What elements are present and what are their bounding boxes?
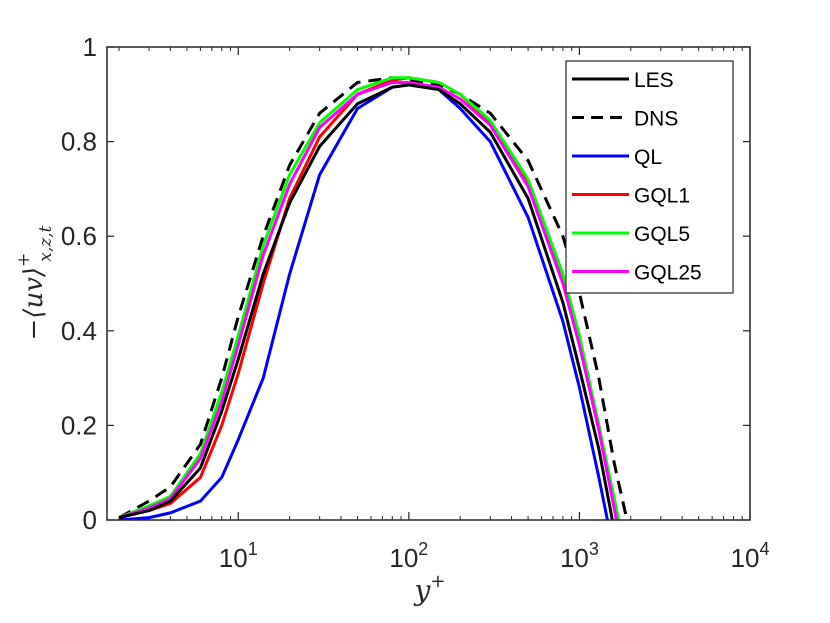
legend-label-les: LES [634, 69, 674, 92]
x-tick-label: 101 [219, 539, 258, 573]
x-tick-label: 104 [731, 539, 770, 573]
legend-label-gql1: GQL1 [634, 185, 690, 208]
series-line-ql [118, 83, 609, 520]
legend-label-ql: QL [634, 146, 662, 169]
series-group [118, 76, 629, 520]
legend-label-gql5: GQL5 [634, 223, 690, 246]
y-axis-title: −⟨uv⟩+ x,z,t [14, 225, 56, 340]
y-tick-label: 0.6 [61, 221, 97, 251]
axes-box [106, 46, 751, 521]
y-tick-label: 1 [83, 32, 97, 62]
x-tick-label: 103 [560, 539, 599, 573]
y-tick-label: 0 [83, 505, 97, 535]
series-line-gql5 [118, 76, 621, 520]
legend-label-dns: DNS [634, 108, 678, 131]
legend-box [565, 60, 734, 294]
x-axis-title: y+ [413, 571, 446, 607]
series-line-les [118, 83, 614, 520]
y-tick-label: 0.2 [61, 410, 97, 440]
legend-label-gql25: GQL25 [634, 262, 702, 285]
legend: LES DNS QL GQL1 GQL5 GQL25 [565, 60, 734, 294]
y-tick-label: 0.4 [61, 316, 97, 346]
y-tick-labels: 0 0.2 0.4 0.6 0.8 1 [61, 32, 97, 535]
series-line-gql25 [118, 80, 618, 520]
x-tick-label: 102 [389, 539, 428, 573]
x-tick-labels: 101 102 103 104 [219, 539, 770, 573]
y-tick-label: 0.8 [61, 127, 97, 157]
